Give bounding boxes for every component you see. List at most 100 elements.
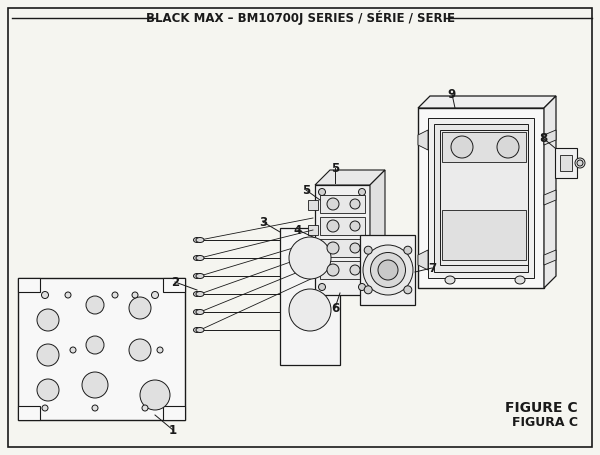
Ellipse shape <box>70 347 76 353</box>
Ellipse shape <box>193 256 200 261</box>
Ellipse shape <box>65 292 71 298</box>
Ellipse shape <box>41 292 49 298</box>
Ellipse shape <box>193 292 200 297</box>
Text: 7: 7 <box>428 262 436 274</box>
Polygon shape <box>544 130 556 145</box>
Ellipse shape <box>42 405 48 411</box>
Text: 2: 2 <box>171 275 179 288</box>
Ellipse shape <box>37 309 59 331</box>
Ellipse shape <box>193 309 200 314</box>
Text: 4: 4 <box>294 223 302 237</box>
Ellipse shape <box>193 328 200 333</box>
Ellipse shape <box>196 328 204 333</box>
Ellipse shape <box>350 265 360 275</box>
Polygon shape <box>18 278 185 420</box>
Text: FIGURA C: FIGURA C <box>512 416 578 430</box>
Text: 8: 8 <box>539 131 547 145</box>
Ellipse shape <box>196 238 204 243</box>
Ellipse shape <box>129 297 151 319</box>
Ellipse shape <box>319 283 325 290</box>
Ellipse shape <box>364 246 372 254</box>
Ellipse shape <box>577 160 583 166</box>
Polygon shape <box>418 130 428 150</box>
Ellipse shape <box>515 276 525 284</box>
Bar <box>308 200 318 210</box>
Bar <box>442 132 526 162</box>
Polygon shape <box>315 185 370 295</box>
Ellipse shape <box>151 292 158 298</box>
Ellipse shape <box>404 286 412 294</box>
Ellipse shape <box>364 286 372 294</box>
Ellipse shape <box>86 296 104 314</box>
Ellipse shape <box>350 243 360 253</box>
Bar <box>320 195 365 213</box>
Bar <box>428 118 534 278</box>
Ellipse shape <box>132 292 138 298</box>
Ellipse shape <box>371 253 406 288</box>
Ellipse shape <box>363 245 413 295</box>
Ellipse shape <box>129 339 151 361</box>
Ellipse shape <box>157 347 163 353</box>
Polygon shape <box>280 228 340 365</box>
Bar <box>434 124 528 272</box>
Polygon shape <box>360 235 415 305</box>
Ellipse shape <box>196 273 204 278</box>
Polygon shape <box>544 96 556 288</box>
Ellipse shape <box>112 292 118 298</box>
Ellipse shape <box>497 136 519 158</box>
Bar <box>442 210 526 260</box>
Text: FIGURE C: FIGURE C <box>505 401 578 415</box>
Ellipse shape <box>327 264 339 276</box>
Ellipse shape <box>575 158 585 168</box>
Ellipse shape <box>142 405 148 411</box>
Polygon shape <box>418 250 428 270</box>
Polygon shape <box>163 278 185 292</box>
Text: 1: 1 <box>169 424 177 436</box>
Polygon shape <box>370 170 385 295</box>
Ellipse shape <box>196 292 204 297</box>
Ellipse shape <box>404 246 412 254</box>
Ellipse shape <box>193 273 200 278</box>
Text: 3: 3 <box>259 216 267 228</box>
Ellipse shape <box>140 380 170 410</box>
Bar <box>555 148 577 178</box>
Polygon shape <box>544 190 556 205</box>
Ellipse shape <box>327 220 339 232</box>
Ellipse shape <box>327 242 339 254</box>
Polygon shape <box>315 170 385 185</box>
Text: 6: 6 <box>331 302 339 314</box>
Ellipse shape <box>350 221 360 231</box>
Polygon shape <box>544 250 556 265</box>
Bar <box>308 250 318 260</box>
Bar <box>308 225 318 235</box>
Ellipse shape <box>92 405 98 411</box>
Polygon shape <box>418 96 556 108</box>
Text: 9: 9 <box>448 87 456 101</box>
Ellipse shape <box>359 188 365 196</box>
Ellipse shape <box>451 136 473 158</box>
Text: BLACK MAX – BM10700J SERIES / SÉRIE / SERIE: BLACK MAX – BM10700J SERIES / SÉRIE / SE… <box>146 11 455 25</box>
Ellipse shape <box>289 237 331 279</box>
Ellipse shape <box>378 260 398 280</box>
Bar <box>320 217 365 235</box>
Ellipse shape <box>327 198 339 210</box>
Polygon shape <box>18 278 40 292</box>
Bar <box>560 155 572 171</box>
Polygon shape <box>163 406 185 420</box>
Ellipse shape <box>359 283 365 290</box>
Polygon shape <box>440 130 528 265</box>
Ellipse shape <box>196 256 204 261</box>
Ellipse shape <box>86 336 104 354</box>
Ellipse shape <box>37 344 59 366</box>
Ellipse shape <box>37 379 59 401</box>
Ellipse shape <box>319 188 325 196</box>
Ellipse shape <box>193 238 200 243</box>
Bar <box>320 261 365 279</box>
Polygon shape <box>418 108 544 288</box>
Text: 5: 5 <box>331 162 339 175</box>
Text: 5: 5 <box>302 183 310 197</box>
Ellipse shape <box>350 199 360 209</box>
Bar <box>320 239 365 257</box>
Ellipse shape <box>445 276 455 284</box>
Ellipse shape <box>82 372 108 398</box>
